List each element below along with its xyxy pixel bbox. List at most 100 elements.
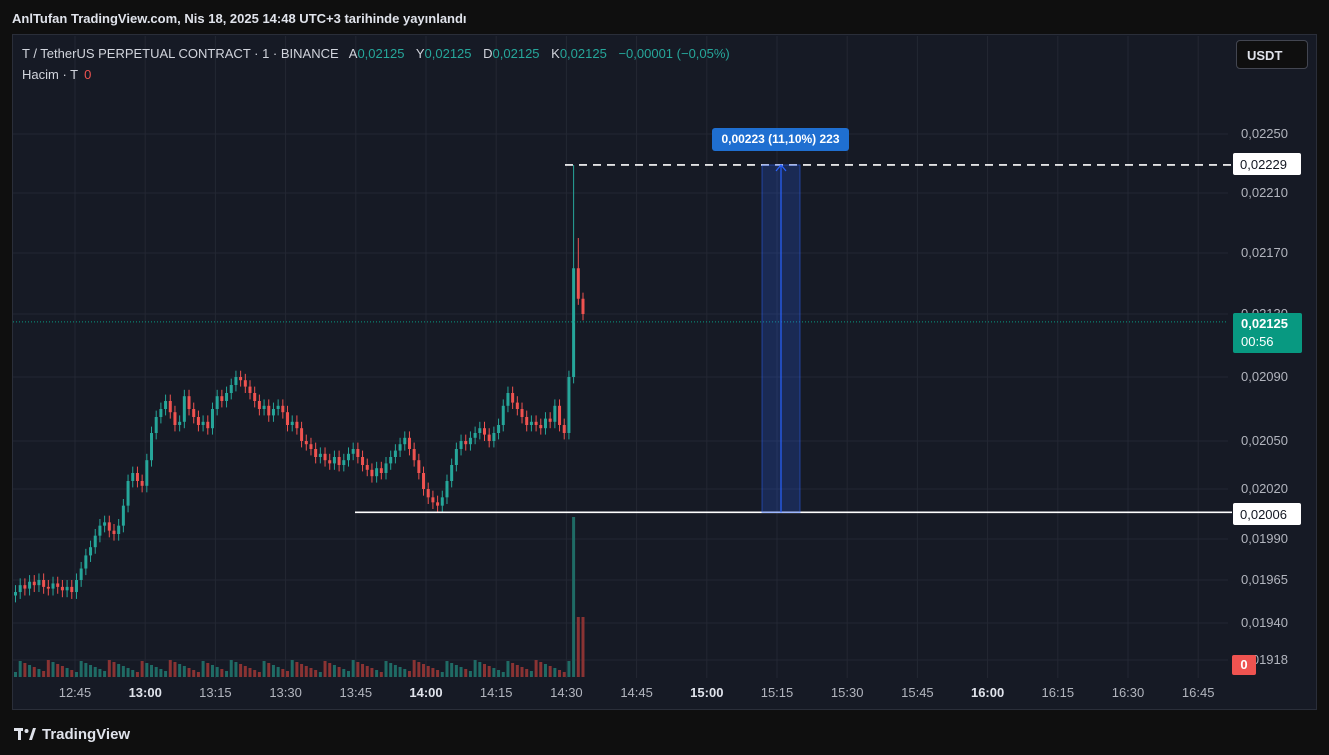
candle-body bbox=[412, 449, 416, 461]
candle-body bbox=[393, 450, 397, 457]
publish-info: AnlTufan TradingView.com, Nis 18, 2025 1… bbox=[12, 11, 467, 26]
bar-countdown: 00:56 bbox=[1241, 334, 1274, 349]
tradingview-logo[interactable]: TradingView bbox=[14, 724, 130, 744]
volume-bar bbox=[361, 664, 365, 677]
measure-tool-label[interactable]: 0,00223 (11,10%) 223 bbox=[712, 128, 849, 151]
candle-body bbox=[267, 405, 271, 416]
candle-body bbox=[14, 592, 17, 596]
volume-bar bbox=[182, 666, 186, 677]
measure-arrow-head bbox=[775, 164, 787, 172]
volume-bar bbox=[529, 671, 533, 677]
candle-body bbox=[487, 434, 491, 441]
candle-body bbox=[126, 481, 130, 506]
volume-bar bbox=[74, 672, 78, 677]
currency-button[interactable]: USDT bbox=[1236, 40, 1308, 69]
candle-body bbox=[337, 457, 341, 465]
volume-label: Hacim · T bbox=[22, 67, 79, 82]
candle-body bbox=[356, 449, 360, 457]
open-label: A bbox=[348, 46, 358, 61]
tradingview-brand: TradingView bbox=[42, 725, 131, 743]
candle-body bbox=[206, 421, 210, 429]
volume-bar bbox=[379, 672, 383, 677]
candle-body bbox=[253, 393, 257, 401]
volume-bar bbox=[206, 663, 210, 677]
volume-bar bbox=[56, 664, 60, 677]
candle-body bbox=[468, 437, 472, 445]
volume-bar bbox=[501, 672, 505, 677]
volume-bar bbox=[46, 660, 50, 677]
symbol-legend: T / TetherUS PERPETUAL CONTRACT · 1 · BI… bbox=[22, 46, 738, 61]
volume-bar bbox=[459, 667, 463, 677]
last-price-value: 0,02125 bbox=[1241, 316, 1288, 331]
volume-bar bbox=[23, 663, 27, 677]
volume-bar bbox=[473, 660, 477, 677]
volume-bar bbox=[304, 666, 308, 677]
volume-bar bbox=[28, 665, 32, 677]
volume-bar bbox=[417, 662, 421, 677]
volume-bar bbox=[220, 669, 224, 677]
volume-bar bbox=[558, 670, 562, 677]
volume-bar bbox=[89, 665, 93, 677]
candle-body bbox=[131, 473, 135, 481]
candle-body bbox=[234, 377, 238, 385]
candle-body bbox=[501, 405, 505, 425]
candle-body bbox=[60, 586, 64, 591]
candle-body bbox=[497, 425, 501, 433]
volume-bar bbox=[342, 669, 346, 677]
candle-body bbox=[459, 441, 463, 449]
candle-body bbox=[417, 460, 421, 473]
time-axis-label: 14:45 bbox=[620, 685, 653, 700]
candle-body bbox=[243, 380, 247, 387]
candle-body bbox=[215, 396, 219, 409]
close-value: 0,02125 bbox=[559, 46, 607, 61]
volume-bar bbox=[445, 661, 449, 677]
candle-body bbox=[74, 580, 78, 593]
volume-bar bbox=[93, 667, 97, 677]
time-axis-label: 13:30 bbox=[269, 685, 302, 700]
volume-bar bbox=[468, 671, 472, 677]
footer bbox=[0, 711, 1329, 755]
candle-body bbox=[300, 428, 304, 441]
candle-body bbox=[79, 568, 83, 580]
volume-bar bbox=[478, 662, 482, 677]
candle-body bbox=[23, 585, 27, 589]
candle-body bbox=[318, 453, 322, 457]
candle-body bbox=[65, 586, 69, 591]
price-axis-label: 0,02210 bbox=[1241, 185, 1288, 200]
price-axis-label: 0,02020 bbox=[1241, 481, 1288, 496]
candle-body bbox=[361, 457, 365, 465]
candle-body bbox=[28, 581, 32, 589]
volume-bar bbox=[253, 670, 257, 677]
candle-body bbox=[187, 396, 191, 409]
candle-body bbox=[492, 433, 496, 441]
price-axis-label: 0,01990 bbox=[1241, 531, 1288, 546]
candle-body bbox=[145, 460, 149, 486]
candle-body bbox=[398, 444, 402, 451]
volume-bar bbox=[572, 517, 576, 677]
volume-bar bbox=[107, 660, 111, 677]
candle-body bbox=[112, 530, 116, 534]
candle-body bbox=[403, 437, 407, 445]
volume-bar bbox=[173, 662, 177, 677]
candle-body bbox=[511, 393, 515, 403]
volume-bar bbox=[271, 665, 275, 677]
volume-bar bbox=[178, 664, 182, 677]
candle-body bbox=[107, 522, 111, 531]
candle-body bbox=[567, 377, 571, 433]
volume-bar bbox=[398, 667, 402, 677]
volume-bar bbox=[407, 671, 411, 677]
chart-frame[interactable] bbox=[12, 34, 1317, 710]
candle-body bbox=[581, 298, 585, 314]
candle-body bbox=[239, 377, 243, 381]
volume-bar bbox=[60, 666, 64, 677]
time-axis-label: 15:30 bbox=[830, 685, 864, 700]
volume-legend: Hacim · T 0 bbox=[22, 67, 91, 82]
candle-body bbox=[103, 522, 107, 526]
volume-bar bbox=[150, 665, 154, 677]
volume-bar bbox=[295, 662, 299, 677]
volume-bar bbox=[154, 667, 158, 677]
price-axis-label: 0,02090 bbox=[1241, 369, 1288, 384]
time-axis-label: 16:15 bbox=[1041, 685, 1075, 700]
time-axis-label: 14:00 bbox=[409, 685, 443, 700]
